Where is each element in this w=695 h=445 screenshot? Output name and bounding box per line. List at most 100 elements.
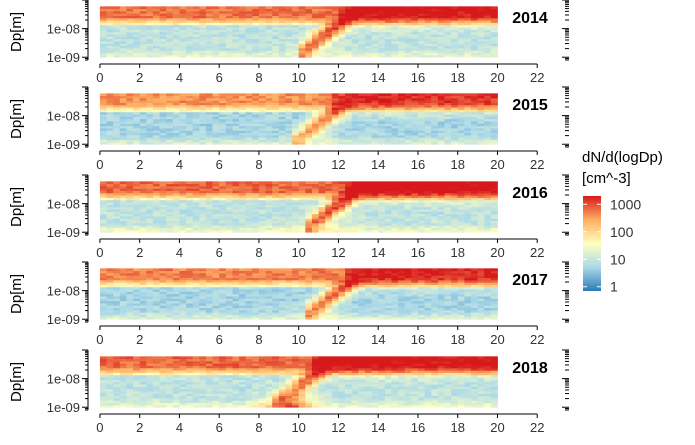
heatmap-cell xyxy=(292,41,299,44)
heatmap-cell xyxy=(146,126,153,129)
heatmap-cell xyxy=(219,296,226,299)
heatmap-cell xyxy=(325,36,332,39)
heatmap-cell xyxy=(252,133,259,136)
heatmap-cell xyxy=(259,25,266,28)
heatmap-cell xyxy=(173,294,180,297)
heatmap-cell xyxy=(126,103,133,106)
heatmap-cell xyxy=(418,291,425,294)
heatmap-cell xyxy=(332,116,339,119)
heatmap-cell xyxy=(325,46,332,49)
heatmap-cell xyxy=(319,296,326,299)
heatmap-cell xyxy=(107,53,114,56)
heatmap-cell xyxy=(153,305,160,308)
heatmap-cell xyxy=(199,289,206,292)
y-tick-label: 1e-08 xyxy=(47,197,80,212)
heatmap-cell xyxy=(239,228,246,231)
heatmap-cell xyxy=(193,105,200,108)
heatmap-cell xyxy=(166,119,173,122)
heatmap-cell xyxy=(193,50,200,53)
heatmap-cell xyxy=(299,34,306,37)
heatmap-cell xyxy=(146,105,153,108)
heatmap-cell xyxy=(166,34,173,37)
heatmap-cell xyxy=(285,9,292,12)
heatmap-cell xyxy=(358,140,365,143)
heatmap-cell xyxy=(259,301,266,304)
heatmap-cell xyxy=(126,225,133,228)
heatmap-cell xyxy=(199,317,206,320)
heatmap-cell xyxy=(299,18,306,21)
heatmap-cell xyxy=(259,228,266,231)
heatmap-cell xyxy=(332,142,339,145)
heatmap-cell xyxy=(166,98,173,101)
heatmap-cell xyxy=(391,112,398,115)
heatmap-cell xyxy=(246,98,253,101)
heatmap-cell xyxy=(259,142,266,145)
heatmap-cell xyxy=(140,130,147,133)
heatmap-cell xyxy=(193,128,200,131)
heatmap-cell xyxy=(438,198,445,201)
heatmap-cell xyxy=(206,317,213,320)
heatmap-cell xyxy=(179,100,186,103)
heatmap-cell xyxy=(226,23,233,26)
heatmap-cell xyxy=(239,103,246,106)
heatmap-cell xyxy=(199,200,206,203)
heatmap-cell xyxy=(246,41,253,44)
heatmap-cell xyxy=(193,9,200,12)
heatmap-cell xyxy=(107,116,114,119)
heatmap-cell xyxy=(431,130,438,133)
heatmap-cell xyxy=(345,193,352,196)
heatmap-cell xyxy=(338,46,345,49)
heatmap-cell xyxy=(425,296,432,299)
heatmap-cell xyxy=(345,13,352,16)
heatmap-cell xyxy=(133,310,140,313)
heatmap-cell xyxy=(338,225,345,228)
heatmap-cell xyxy=(219,200,226,203)
heatmap-cell xyxy=(325,214,332,217)
heatmap-cell xyxy=(272,312,279,315)
heatmap-cell xyxy=(173,6,180,9)
heatmap-cell xyxy=(226,298,233,301)
heatmap-cell xyxy=(405,317,412,320)
panel-year-label: 2015 xyxy=(512,97,548,114)
heatmap-cell xyxy=(478,16,485,19)
heatmap-cell xyxy=(219,135,226,138)
heatmap-cell xyxy=(140,312,147,315)
heatmap-cell xyxy=(352,98,359,101)
heatmap-cell xyxy=(431,214,438,217)
heatmap-cell xyxy=(107,312,114,315)
heatmap-cell xyxy=(484,123,491,126)
heatmap-cell xyxy=(239,112,246,115)
heatmap-cell xyxy=(160,188,167,191)
heatmap-cell xyxy=(279,128,286,131)
heatmap-cell xyxy=(484,9,491,12)
heatmap-cell xyxy=(405,25,412,28)
heatmap-cell xyxy=(100,29,107,32)
heatmap-cell xyxy=(385,116,392,119)
heatmap-cell xyxy=(391,29,398,32)
heatmap-cell xyxy=(252,130,259,133)
heatmap-cell xyxy=(186,11,193,14)
heatmap-cell xyxy=(425,211,432,214)
heatmap-cell xyxy=(140,48,147,51)
heatmap-cell xyxy=(405,225,412,228)
heatmap-cell xyxy=(279,310,286,313)
heatmap-cell xyxy=(418,317,425,320)
heatmap-cell xyxy=(444,198,451,201)
heatmap-cell xyxy=(319,184,326,187)
heatmap-cell xyxy=(259,223,266,226)
heatmap-cell xyxy=(246,112,253,115)
heatmap-cell xyxy=(199,18,206,21)
heatmap-cell xyxy=(444,202,451,205)
heatmap-cell xyxy=(385,216,392,219)
heatmap-cell xyxy=(398,107,405,110)
heatmap-cell xyxy=(352,36,359,39)
heatmap-cell xyxy=(153,39,160,42)
heatmap-cell xyxy=(279,18,286,21)
heatmap-cell xyxy=(259,29,266,32)
heatmap-cell xyxy=(438,209,445,212)
heatmap-cell xyxy=(305,100,312,103)
heatmap-cell xyxy=(391,43,398,46)
heatmap-cell xyxy=(365,291,372,294)
heatmap-cell xyxy=(166,121,173,124)
heatmap-cell xyxy=(113,55,120,58)
